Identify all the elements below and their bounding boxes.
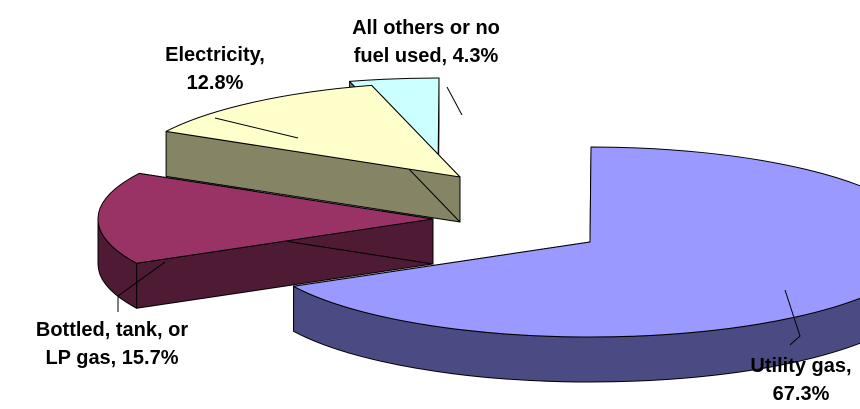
leader-line-all-others — [446, 86, 463, 116]
slice-label-electricity-value: 12.8% — [186, 72, 244, 94]
slice-electricity-top — [165, 84, 461, 178]
slice-label-electricity: Electricity, 12.8% — [135, 41, 295, 97]
leader-line-bottled-gas — [117, 261, 166, 312]
slice-bottled-gas — [97, 172, 434, 309]
slice-label-all-others-line2: fuel used, 4.3% — [353, 45, 499, 67]
slice-label-bottled-gas-line1: Bottled, tank, or — [35, 319, 189, 341]
slice-label-electricity-name: Electricity, — [165, 44, 265, 66]
slice-label-utility-gas-name: Utility gas, — [750, 355, 852, 377]
slice-label-all-others: All others or no fuel used, 4.3% — [326, 14, 526, 70]
slice-utility-gas-top — [293, 146, 860, 338]
slice-label-bottled-gas-line2: LP gas, 15.7% — [45, 347, 179, 369]
slice-label-bottled-gas: Bottled, tank, or LP gas, 15.7% — [12, 316, 212, 372]
slice-electricity — [165, 84, 461, 223]
slice-utility-gas — [293, 146, 860, 383]
slice-label-all-others-line1: All others or no — [352, 17, 500, 39]
leader-line-electricity — [214, 117, 299, 139]
slice-label-utility-gas: Utility gas, 67.3% — [736, 352, 860, 408]
slice-label-utility-gas-value: 67.3% — [772, 383, 830, 405]
slice-bottled-gas-top — [97, 172, 434, 264]
leader-line-utility-gas — [784, 289, 801, 346]
